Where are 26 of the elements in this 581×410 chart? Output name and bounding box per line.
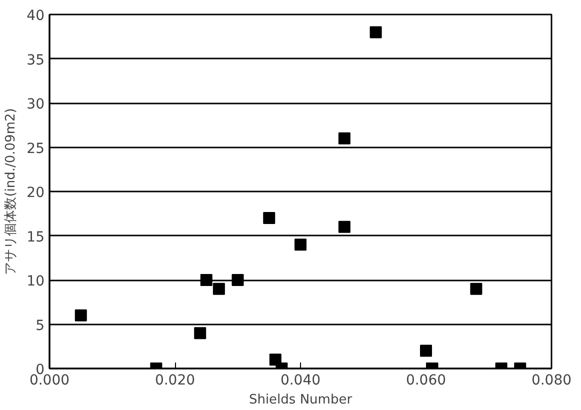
point [420, 344, 432, 357]
y-axis-title: アサリ個体数(ind./0.09m2) [4, 108, 19, 275]
point [470, 282, 482, 295]
y-tick-label: 30 [26, 96, 45, 112]
y-tick-label: 25 [26, 140, 45, 157]
y-tick-label: 15 [26, 229, 45, 246]
x-axis-title: Shields Number [248, 392, 353, 408]
y-tick-label: 40 [26, 8, 45, 24]
point [232, 274, 244, 286]
y-tick-label: 5 [36, 318, 45, 334]
y-tick-label: 35 [26, 52, 45, 68]
x-tick-label: 0.040 [280, 372, 321, 388]
x-tick-label: 0.060 [406, 372, 446, 388]
point [294, 238, 306, 251]
point [212, 282, 225, 295]
point [370, 26, 382, 38]
x-tick-label: 0.080 [531, 372, 572, 388]
y-tick-label: 10 [26, 274, 45, 290]
point [338, 132, 350, 144]
point [74, 309, 87, 322]
point [338, 220, 350, 233]
x-tick-label: 0.020 [154, 372, 196, 388]
point [263, 212, 276, 224]
point [194, 327, 206, 340]
y-tick-label: 20 [26, 185, 45, 201]
point [200, 274, 212, 286]
